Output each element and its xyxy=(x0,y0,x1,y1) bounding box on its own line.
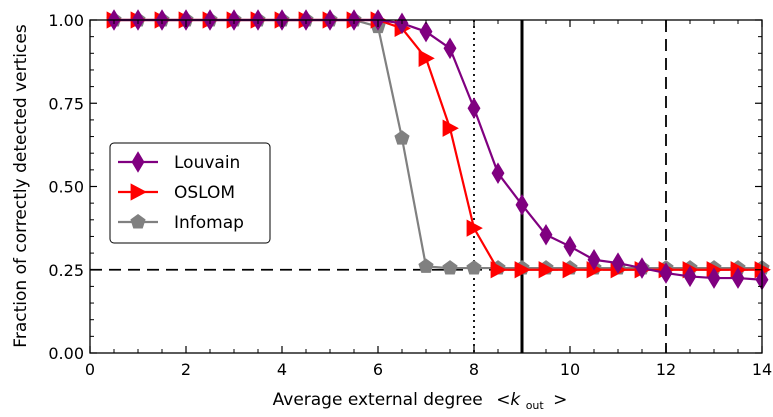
x-tick-label: 10 xyxy=(560,360,580,379)
data-point-louvain xyxy=(419,20,433,43)
legend-marker-pentagon xyxy=(130,214,146,229)
data-point-infomap xyxy=(466,260,482,275)
x-tick-label: 6 xyxy=(373,360,383,379)
series-louvain xyxy=(107,9,769,291)
data-point-infomap xyxy=(418,258,434,273)
data-point-oslom xyxy=(418,49,435,67)
x-axis-label-close: > xyxy=(553,390,567,410)
data-point-oslom xyxy=(514,261,531,279)
data-point-louvain xyxy=(659,262,673,284)
data-point-louvain xyxy=(515,194,529,216)
data-point-louvain xyxy=(635,257,649,279)
x-tick-label: 14 xyxy=(752,360,772,379)
legend-label: OSLOM xyxy=(174,183,235,203)
x-axis-ticks: 0 2 4 6 8 10 12 14 xyxy=(85,20,772,379)
data-point-oslom xyxy=(466,219,483,237)
y-axis-ticks: 0.00 0.25 0.50 0.75 1.00 xyxy=(48,11,762,363)
data-point-infomap xyxy=(394,130,410,145)
x-axis-label-math: <k xyxy=(496,390,521,410)
legend-marker-triangle-right xyxy=(130,183,147,201)
axes: 0 2 4 6 8 10 12 14 0.00 0.25 0.50 0.75 1.00 xyxy=(48,11,772,379)
x-tick-label: 4 xyxy=(277,360,287,379)
x-axis-label-subscript: out xyxy=(526,399,545,412)
y-tick-label: 0.25 xyxy=(48,261,84,280)
x-tick-label: 12 xyxy=(656,360,676,379)
x-axis-label-text: Average external degree xyxy=(273,390,483,410)
data-point-louvain xyxy=(587,248,601,271)
series-layer xyxy=(106,9,771,291)
data-point-louvain xyxy=(707,267,721,289)
data-point-louvain xyxy=(443,37,457,60)
data-point-louvain xyxy=(563,235,577,258)
y-tick-label: 0.50 xyxy=(48,178,84,197)
x-tick-label: 8 xyxy=(469,360,479,379)
y-tick-label: 0.00 xyxy=(48,344,84,363)
x-tick-label: 2 xyxy=(181,360,191,379)
data-point-oslom xyxy=(562,261,579,279)
data-point-louvain xyxy=(539,224,553,246)
y-axis-label: Fraction of correctly detected vertices xyxy=(11,24,31,348)
legend-label: Louvain xyxy=(174,153,240,173)
data-point-louvain xyxy=(611,252,625,274)
x-axis-label: Average external degree <k out > xyxy=(273,390,568,413)
legend-frame xyxy=(109,142,271,244)
y-tick-label: 0.75 xyxy=(48,94,84,113)
data-point-louvain xyxy=(683,265,697,288)
data-point-louvain xyxy=(491,162,505,184)
legend-item-louvain: Louvain xyxy=(118,151,240,173)
data-point-oslom xyxy=(442,119,459,137)
legend-item-infomap: Infomap xyxy=(118,213,244,233)
data-point-oslom xyxy=(490,261,507,279)
x-tick-label: 0 xyxy=(85,360,95,379)
data-point-louvain xyxy=(731,267,745,289)
y-tick-label: 1.00 xyxy=(48,11,84,30)
legend-item-oslom: OSLOM xyxy=(118,183,235,203)
data-point-oslom xyxy=(538,261,555,279)
data-point-louvain xyxy=(467,97,481,120)
legend: Louvain OSLOM Infomap xyxy=(109,142,271,244)
legend-marker-diamond xyxy=(131,151,145,173)
legend-label: Infomap xyxy=(174,213,244,233)
data-point-infomap xyxy=(442,260,458,275)
